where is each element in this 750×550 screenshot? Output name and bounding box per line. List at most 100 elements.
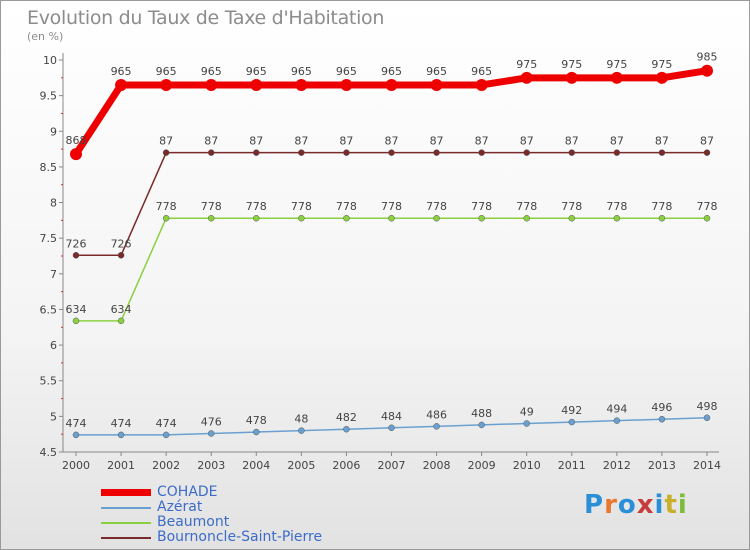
legend-item-beaumont[interactable]: Beaumont bbox=[101, 515, 322, 530]
data-label: 778 bbox=[201, 200, 222, 213]
data-point bbox=[658, 415, 666, 423]
data-point bbox=[205, 78, 218, 91]
logo-letter: o bbox=[617, 490, 637, 520]
data-point bbox=[388, 149, 395, 156]
y-tick-label: 6.5 bbox=[40, 303, 58, 316]
data-point bbox=[343, 425, 350, 433]
legend-swatch bbox=[101, 536, 151, 539]
logo-letter: i bbox=[677, 490, 688, 520]
data-point bbox=[72, 252, 80, 259]
unit-label: (en %) bbox=[27, 30, 64, 43]
data-point bbox=[478, 149, 485, 156]
data-label: 87 bbox=[159, 135, 173, 148]
data-point bbox=[340, 78, 353, 91]
legend-swatch bbox=[101, 506, 151, 509]
x-tick-label: 2011 bbox=[558, 459, 586, 472]
data-point bbox=[433, 423, 440, 430]
data-point bbox=[207, 149, 215, 156]
x-tick-label: 2008 bbox=[423, 459, 451, 472]
data-label: 87 bbox=[430, 135, 444, 148]
y-tick-label: 8.5 bbox=[40, 161, 58, 174]
data-point bbox=[250, 78, 263, 91]
data-label: 87 bbox=[339, 135, 353, 148]
data-point bbox=[298, 149, 305, 156]
data-point bbox=[70, 148, 82, 161]
x-tick-label: 2002 bbox=[152, 459, 180, 472]
data-label: 87 bbox=[700, 135, 714, 148]
x-tick-label: 2003 bbox=[197, 459, 225, 472]
data-point bbox=[162, 431, 170, 439]
data-point bbox=[253, 428, 260, 436]
data-point bbox=[523, 214, 530, 222]
legend-item-bournoncle[interactable]: Bournoncle-Saint-Pierre bbox=[101, 530, 322, 545]
data-point bbox=[72, 317, 80, 325]
data-point bbox=[115, 78, 128, 91]
data-point bbox=[162, 214, 170, 222]
data-label: 778 bbox=[246, 200, 267, 213]
legend-swatch bbox=[101, 489, 151, 496]
legend-swatch bbox=[101, 521, 151, 524]
data-label: 965 bbox=[381, 65, 402, 78]
data-label: 498 bbox=[697, 400, 718, 413]
data-point bbox=[613, 149, 621, 156]
data-label: 484 bbox=[381, 410, 402, 423]
data-point bbox=[298, 427, 305, 434]
data-label: 48 bbox=[294, 413, 308, 426]
data-label: 975 bbox=[516, 58, 537, 71]
y-tick-label: 10 bbox=[43, 54, 57, 67]
data-point bbox=[160, 78, 173, 91]
data-point bbox=[430, 78, 443, 91]
data-label: 965 bbox=[336, 65, 357, 78]
data-label: 49 bbox=[520, 405, 534, 418]
data-point bbox=[478, 421, 485, 429]
data-label: 488 bbox=[471, 407, 492, 420]
data-label: 634 bbox=[111, 303, 132, 316]
y-tick-label: 5.5 bbox=[40, 375, 58, 388]
data-label: 778 bbox=[336, 200, 357, 213]
data-point bbox=[72, 431, 80, 439]
data-point bbox=[523, 149, 530, 156]
data-point bbox=[207, 430, 215, 437]
y-tick-label: 5 bbox=[50, 410, 57, 423]
data-point bbox=[478, 214, 485, 222]
data-label: 478 bbox=[246, 414, 267, 427]
data-label: 965 bbox=[471, 65, 492, 78]
proxiti-logo: Proxiti bbox=[584, 490, 688, 520]
data-point bbox=[117, 252, 125, 259]
data-point bbox=[117, 431, 125, 439]
data-label: 87 bbox=[475, 135, 489, 148]
data-label: 726 bbox=[66, 237, 87, 250]
data-label: 87 bbox=[204, 135, 218, 148]
data-label: 634 bbox=[66, 303, 87, 316]
data-label: 474 bbox=[156, 417, 177, 430]
data-label: 965 bbox=[156, 65, 177, 78]
data-label: 975 bbox=[561, 58, 582, 71]
data-label: 778 bbox=[561, 200, 582, 213]
y-tick-label: 6 bbox=[50, 339, 57, 352]
data-point bbox=[655, 71, 668, 84]
data-point bbox=[523, 420, 530, 427]
data-point bbox=[298, 214, 305, 222]
x-tick-label: 2009 bbox=[468, 459, 496, 472]
data-label: 87 bbox=[294, 135, 308, 148]
y-tick-label: 9.5 bbox=[40, 90, 58, 103]
data-point bbox=[162, 149, 170, 156]
chart-title: Evolution du Taux de Taxe d'Habitation bbox=[27, 7, 385, 29]
data-label: 474 bbox=[66, 417, 87, 430]
logo-letter: x bbox=[636, 490, 655, 520]
data-point bbox=[295, 78, 308, 91]
data-point bbox=[433, 149, 440, 156]
data-label: 778 bbox=[471, 200, 492, 213]
data-point bbox=[433, 214, 440, 222]
data-label: 965 bbox=[201, 65, 222, 78]
data-label: 975 bbox=[651, 58, 672, 71]
data-label: 474 bbox=[111, 417, 132, 430]
logo-letter: t bbox=[664, 490, 678, 520]
x-tick-label: 2001 bbox=[107, 459, 135, 472]
data-point bbox=[613, 417, 621, 424]
legend-item-azerat[interactable]: Azérat bbox=[101, 500, 322, 515]
data-label: 965 bbox=[291, 65, 312, 78]
data-label: 868 bbox=[66, 134, 87, 147]
legend-item-cohade[interactable]: COHADE bbox=[101, 485, 322, 500]
data-point bbox=[385, 78, 398, 91]
